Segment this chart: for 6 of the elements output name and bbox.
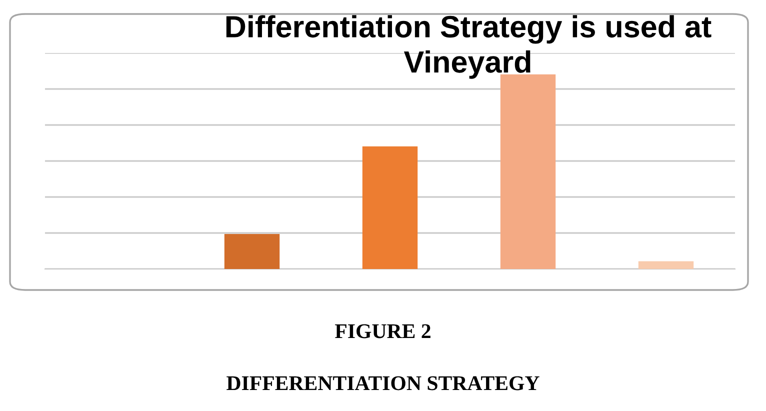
caption: FIGURE 2 <box>335 324 430 338</box>
bar <box>638 261 694 269</box>
text: DIFFERENTIATION STRATEGY <box>226 376 540 390</box>
bar <box>362 146 418 269</box>
chart-title: Differentiation Strategy is used at Vineyard <box>226 15 712 79</box>
bar <box>224 234 280 269</box>
